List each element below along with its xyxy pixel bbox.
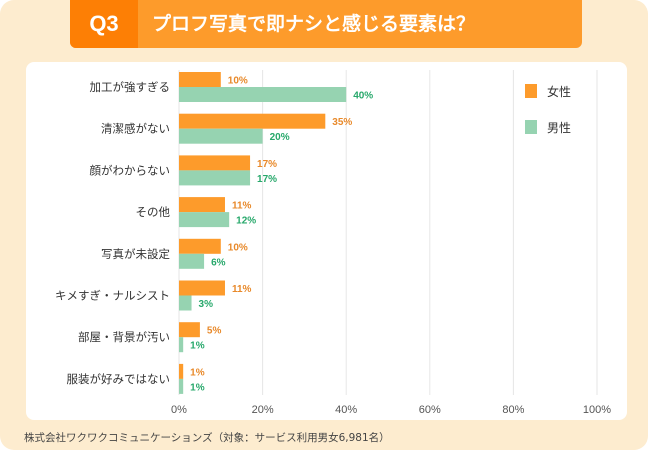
male-value-label: 40% xyxy=(353,91,373,102)
male-value-label: 12% xyxy=(236,216,256,227)
category-label: 服装が好みではない xyxy=(67,372,171,386)
female-bar xyxy=(179,238,221,254)
male-bar xyxy=(179,87,347,102)
header-bar: Q3 プロフ写真で即ナシと感じる要素は？ xyxy=(70,0,582,48)
male-bar xyxy=(179,295,192,311)
female-value-label: 11% xyxy=(232,284,252,295)
male-value-label: 6% xyxy=(211,257,226,268)
male-value-label: 3% xyxy=(199,299,214,310)
female-bar xyxy=(179,113,326,129)
female-value-label: 35% xyxy=(332,117,352,128)
question-number: Q3 xyxy=(70,0,138,48)
male-bar xyxy=(179,212,230,228)
female-value-label: 10% xyxy=(228,76,248,87)
female-bar xyxy=(179,363,184,379)
male-value-label: 20% xyxy=(270,132,290,143)
male-value-label: 17% xyxy=(257,174,277,185)
category-label: 部屋・背景が汚い xyxy=(78,330,170,344)
female-bar xyxy=(179,280,225,296)
female-value-label: 5% xyxy=(207,326,222,337)
legend-swatch xyxy=(525,120,537,134)
legend-label: 女性 xyxy=(547,84,571,99)
x-tick-label: 60% xyxy=(419,404,441,416)
female-value-label: 17% xyxy=(257,159,277,170)
male-bar xyxy=(179,170,251,186)
male-bar xyxy=(179,337,184,353)
category-label: その他 xyxy=(136,205,171,219)
female-bar xyxy=(179,155,251,171)
legend-swatch xyxy=(525,84,537,98)
male-value-label: 1% xyxy=(190,341,205,352)
category-label: 顔がわからない xyxy=(90,163,171,177)
x-tick-label: 20% xyxy=(252,404,274,416)
chart-title: プロフ写真で即ナシと感じる要素は？ xyxy=(152,13,476,35)
female-bar xyxy=(179,197,225,213)
female-bar xyxy=(179,72,221,87)
category-label: 加工が強すぎる xyxy=(90,80,171,94)
category-label: 写真が未設定 xyxy=(101,247,170,261)
x-tick-label: 80% xyxy=(502,404,524,416)
male-bar xyxy=(179,378,184,394)
male-bar xyxy=(179,128,263,144)
x-tick-label: 100% xyxy=(583,404,611,416)
female-value-label: 10% xyxy=(228,242,248,253)
legend-label: 男性 xyxy=(547,121,571,135)
category-label: 清潔感がない xyxy=(101,122,170,136)
category-label: キメすぎ・ナルシスト xyxy=(55,289,170,303)
male-bar xyxy=(179,253,205,269)
male-value-label: 1% xyxy=(190,382,205,393)
female-value-label: 11% xyxy=(232,201,252,212)
female-bar xyxy=(179,322,200,338)
source-note: 株式会社ワクワクコミュニケーションズ（対象：サービス利用男女6,981名） xyxy=(24,432,390,444)
x-tick-label: 0% xyxy=(171,404,187,416)
x-tick-label: 40% xyxy=(335,404,357,416)
female-value-label: 1% xyxy=(190,367,205,378)
